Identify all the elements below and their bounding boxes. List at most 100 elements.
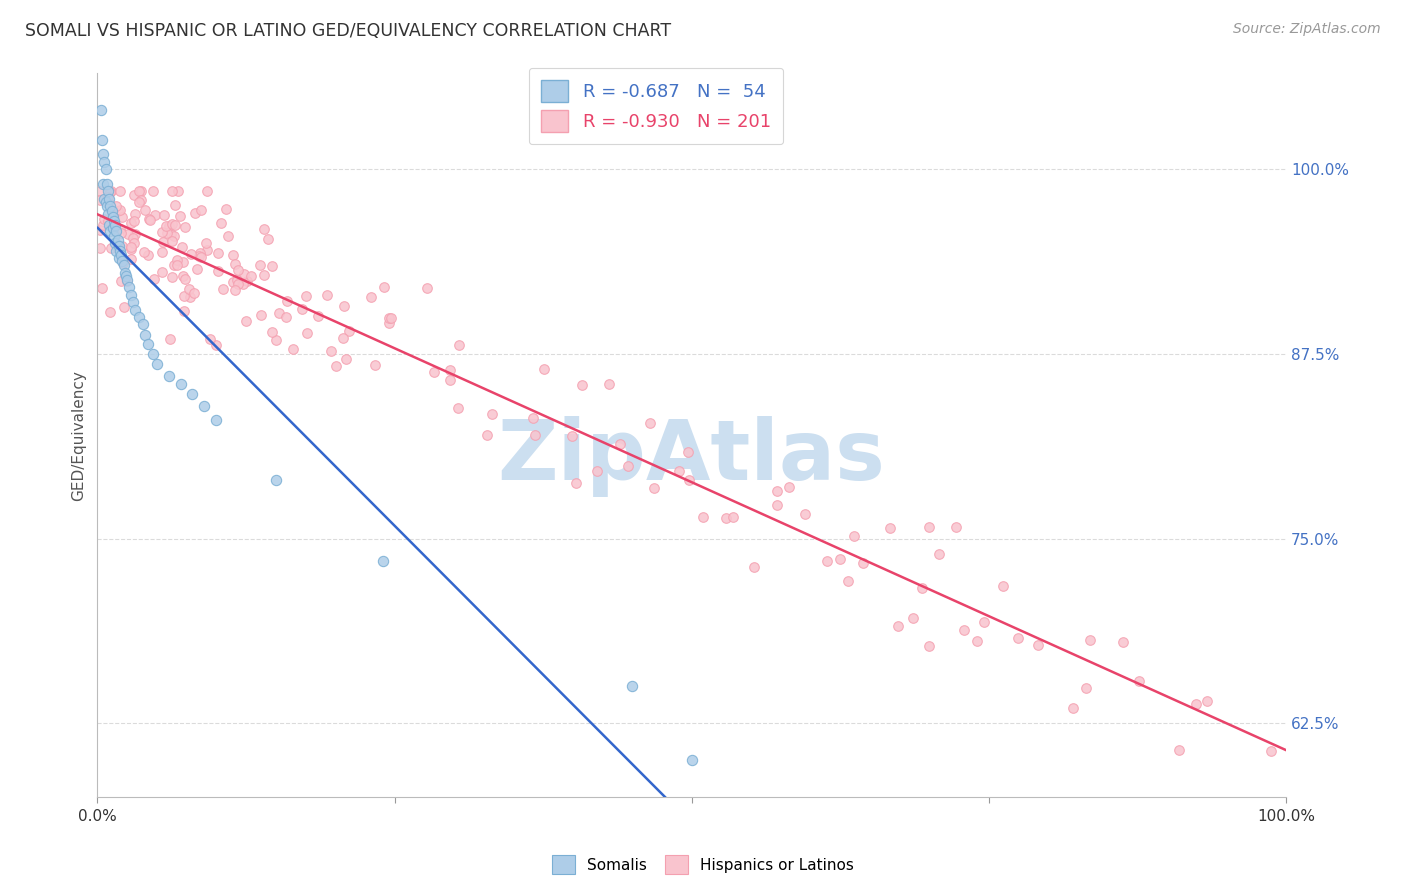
Point <box>131 318 153 332</box>
Point <box>115 273 138 287</box>
Point <box>124 302 146 317</box>
Point <box>918 639 941 653</box>
Point <box>100 185 122 199</box>
Point <box>97 214 120 228</box>
Point <box>678 473 700 487</box>
Point <box>1197 694 1219 708</box>
Point <box>166 252 188 267</box>
Point <box>105 199 128 213</box>
Point <box>844 529 866 543</box>
Point <box>721 509 744 524</box>
Point <box>188 249 211 263</box>
Point <box>101 221 124 235</box>
Point <box>150 244 173 259</box>
Point <box>236 274 259 288</box>
Point <box>108 244 131 258</box>
Point <box>105 244 128 258</box>
Point <box>111 253 134 268</box>
Point <box>165 198 187 212</box>
Point <box>94 162 117 177</box>
Point <box>194 235 217 250</box>
Point <box>93 218 115 232</box>
Point <box>146 357 169 371</box>
Point <box>325 359 347 373</box>
Point <box>742 559 765 574</box>
Point <box>205 338 228 352</box>
Point <box>224 257 246 271</box>
Point <box>295 289 318 303</box>
Point <box>475 428 498 442</box>
Point <box>291 301 314 316</box>
Point <box>157 219 180 234</box>
Point <box>215 202 238 216</box>
Point <box>207 245 229 260</box>
Point <box>585 464 607 478</box>
Point <box>118 280 141 294</box>
Point <box>1168 743 1191 757</box>
Point <box>128 195 150 210</box>
Point <box>181 387 204 401</box>
Point <box>522 411 544 425</box>
Point <box>107 203 129 218</box>
Point <box>142 347 165 361</box>
Point <box>276 310 298 324</box>
Point <box>93 154 115 169</box>
Point <box>100 224 122 238</box>
Point <box>159 227 181 242</box>
Point <box>124 227 146 241</box>
Point <box>918 520 941 534</box>
Point <box>91 147 114 161</box>
Point <box>1074 681 1097 695</box>
Point <box>97 206 120 220</box>
Point <box>160 234 183 248</box>
Point <box>124 207 146 221</box>
Point <box>165 218 187 232</box>
Point <box>180 247 202 261</box>
Text: ZipAtlas: ZipAtlas <box>498 417 886 498</box>
Point <box>96 177 118 191</box>
Point <box>167 185 190 199</box>
Point <box>169 376 191 391</box>
Point <box>264 473 287 487</box>
Point <box>152 208 174 222</box>
Point <box>97 190 120 204</box>
Legend: Somalis, Hispanics or Latinos: Somalis, Hispanics or Latinos <box>546 849 860 880</box>
Point <box>150 265 173 279</box>
Point <box>260 326 283 340</box>
Point <box>852 557 875 571</box>
Point <box>97 185 120 199</box>
Text: 100.0%: 100.0% <box>1257 809 1315 824</box>
Point <box>122 214 145 228</box>
Point <box>209 216 232 230</box>
Point <box>415 281 437 295</box>
Point <box>110 221 132 235</box>
Point <box>991 579 1014 593</box>
Point <box>98 219 121 233</box>
Point <box>668 464 690 478</box>
Point <box>198 332 221 346</box>
Point <box>253 268 276 282</box>
Point <box>335 351 357 366</box>
Point <box>1078 632 1101 647</box>
Point <box>1260 744 1282 758</box>
Point <box>371 554 394 568</box>
Point <box>89 193 111 207</box>
Point <box>887 618 910 632</box>
Point <box>90 281 112 295</box>
Point <box>794 507 817 521</box>
Point <box>98 192 121 206</box>
Point <box>107 241 129 255</box>
Point <box>131 185 153 199</box>
Point <box>114 266 136 280</box>
Point <box>104 236 127 251</box>
Point <box>93 212 115 227</box>
Point <box>156 226 179 240</box>
Point <box>174 272 197 286</box>
Point <box>108 185 131 199</box>
Point <box>120 240 142 254</box>
Point <box>160 185 183 199</box>
Point <box>142 185 165 199</box>
Point <box>945 520 967 534</box>
Point <box>134 203 156 218</box>
Point <box>232 277 254 291</box>
